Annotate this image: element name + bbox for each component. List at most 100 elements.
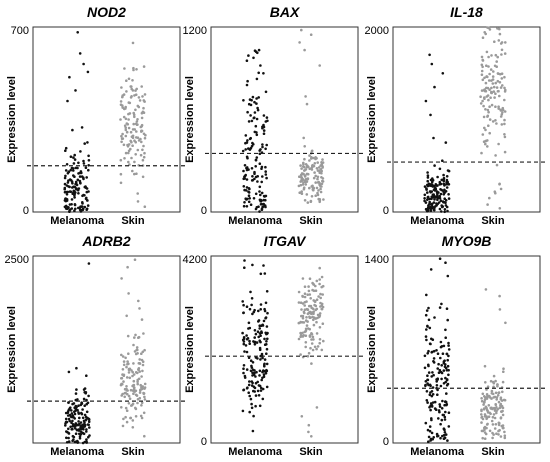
data-point-melanoma (86, 204, 90, 207)
data-point-skin (298, 191, 302, 194)
data-point-melanoma (251, 95, 255, 99)
data-point-skin (480, 73, 484, 76)
data-point-melanoma (85, 428, 88, 431)
data-point-skin (141, 350, 145, 354)
data-point-melanoma (72, 415, 75, 419)
data-point-melanoma (76, 439, 79, 443)
data-point-skin (310, 332, 313, 336)
data-point-melanoma (248, 410, 251, 414)
data-point-melanoma (76, 178, 80, 182)
data-point-melanoma (254, 404, 257, 408)
data-point-melanoma (75, 428, 79, 432)
data-point-melanoma (242, 337, 246, 341)
data-point-melanoma (439, 422, 442, 426)
data-point-melanoma (260, 324, 263, 328)
data-point-skin (491, 431, 494, 435)
data-point-skin (132, 113, 136, 116)
data-point-skin (484, 32, 488, 36)
data-point-melanoma (426, 184, 430, 188)
series-skin (297, 28, 325, 204)
data-point-skin (128, 112, 132, 115)
data-point-skin (312, 338, 315, 341)
data-point-melanoma (262, 375, 266, 379)
data-point-skin (307, 289, 311, 293)
data-point-skin (134, 415, 138, 418)
data-point-skin (320, 307, 324, 311)
data-point-skin (489, 406, 493, 410)
data-point-melanoma (264, 170, 268, 173)
data-point-melanoma (79, 205, 82, 208)
data-point-melanoma (64, 169, 68, 172)
data-point-melanoma (424, 421, 428, 425)
data-point-skin (124, 391, 127, 395)
data-point-melanoma (64, 174, 67, 178)
data-point-skin (303, 292, 307, 296)
data-point-skin (316, 175, 320, 179)
data-point-melanoma (77, 161, 80, 165)
data-point-melanoma (440, 302, 443, 306)
data-point-melanoma (252, 340, 255, 343)
data-point-skin (493, 96, 496, 99)
data-point-skin (301, 321, 304, 324)
data-point-melanoma (63, 176, 67, 180)
data-point-skin (143, 136, 147, 140)
data-point-skin (135, 68, 138, 71)
data-point-skin (131, 374, 134, 378)
data-point-skin (303, 145, 307, 148)
data-point-melanoma (445, 352, 449, 356)
data-point-melanoma (426, 191, 429, 194)
data-point-melanoma (430, 390, 434, 393)
data-point-skin (302, 181, 305, 184)
data-point-melanoma (435, 384, 439, 387)
data-point-skin (306, 354, 310, 358)
data-point-melanoma (443, 437, 446, 440)
data-point-melanoma (443, 418, 447, 421)
data-point-skin (318, 266, 322, 270)
data-point-melanoma (262, 132, 266, 135)
data-point-melanoma (80, 175, 84, 178)
data-point-skin (316, 191, 319, 195)
data-point-melanoma (442, 361, 446, 365)
data-point-skin (129, 96, 133, 99)
data-point-melanoma (244, 173, 247, 177)
data-point-melanoma (251, 263, 254, 267)
data-point-melanoma (258, 384, 262, 388)
data-point-skin (141, 363, 145, 367)
data-point-melanoma (244, 344, 248, 347)
data-point-melanoma (255, 370, 258, 374)
data-point-melanoma (260, 378, 264, 382)
data-point-melanoma (426, 198, 429, 201)
data-point-skin (137, 299, 140, 303)
data-point-melanoma (243, 201, 246, 204)
data-point-skin (302, 165, 305, 168)
series-skin (119, 41, 147, 208)
panel-title: MYO9B (442, 233, 492, 249)
data-point-melanoma (425, 210, 429, 213)
series-melanoma (241, 48, 269, 213)
data-point-skin (120, 86, 123, 89)
data-point-melanoma (246, 79, 249, 83)
data-point-melanoma (247, 321, 251, 325)
data-point-melanoma (245, 155, 249, 159)
data-point-melanoma (253, 116, 256, 119)
data-point-melanoma (436, 193, 439, 197)
data-point-skin (124, 126, 127, 130)
data-point-melanoma (265, 369, 269, 373)
data-point-melanoma (439, 340, 443, 344)
data-point-melanoma (424, 383, 427, 387)
data-point-skin (305, 193, 309, 196)
data-point-skin (319, 190, 323, 194)
data-point-melanoma (442, 369, 446, 372)
data-point-melanoma (427, 204, 430, 207)
data-point-skin (483, 428, 486, 432)
data-point-melanoma (74, 180, 78, 184)
data-point-melanoma (264, 301, 268, 305)
data-point-skin (487, 415, 491, 419)
data-point-skin (143, 395, 146, 399)
data-point-melanoma (438, 167, 442, 171)
data-point-skin (132, 392, 135, 396)
data-point-skin (127, 77, 131, 81)
data-point-melanoma (426, 171, 429, 174)
data-point-melanoma (71, 182, 74, 185)
data-point-skin (495, 406, 498, 409)
